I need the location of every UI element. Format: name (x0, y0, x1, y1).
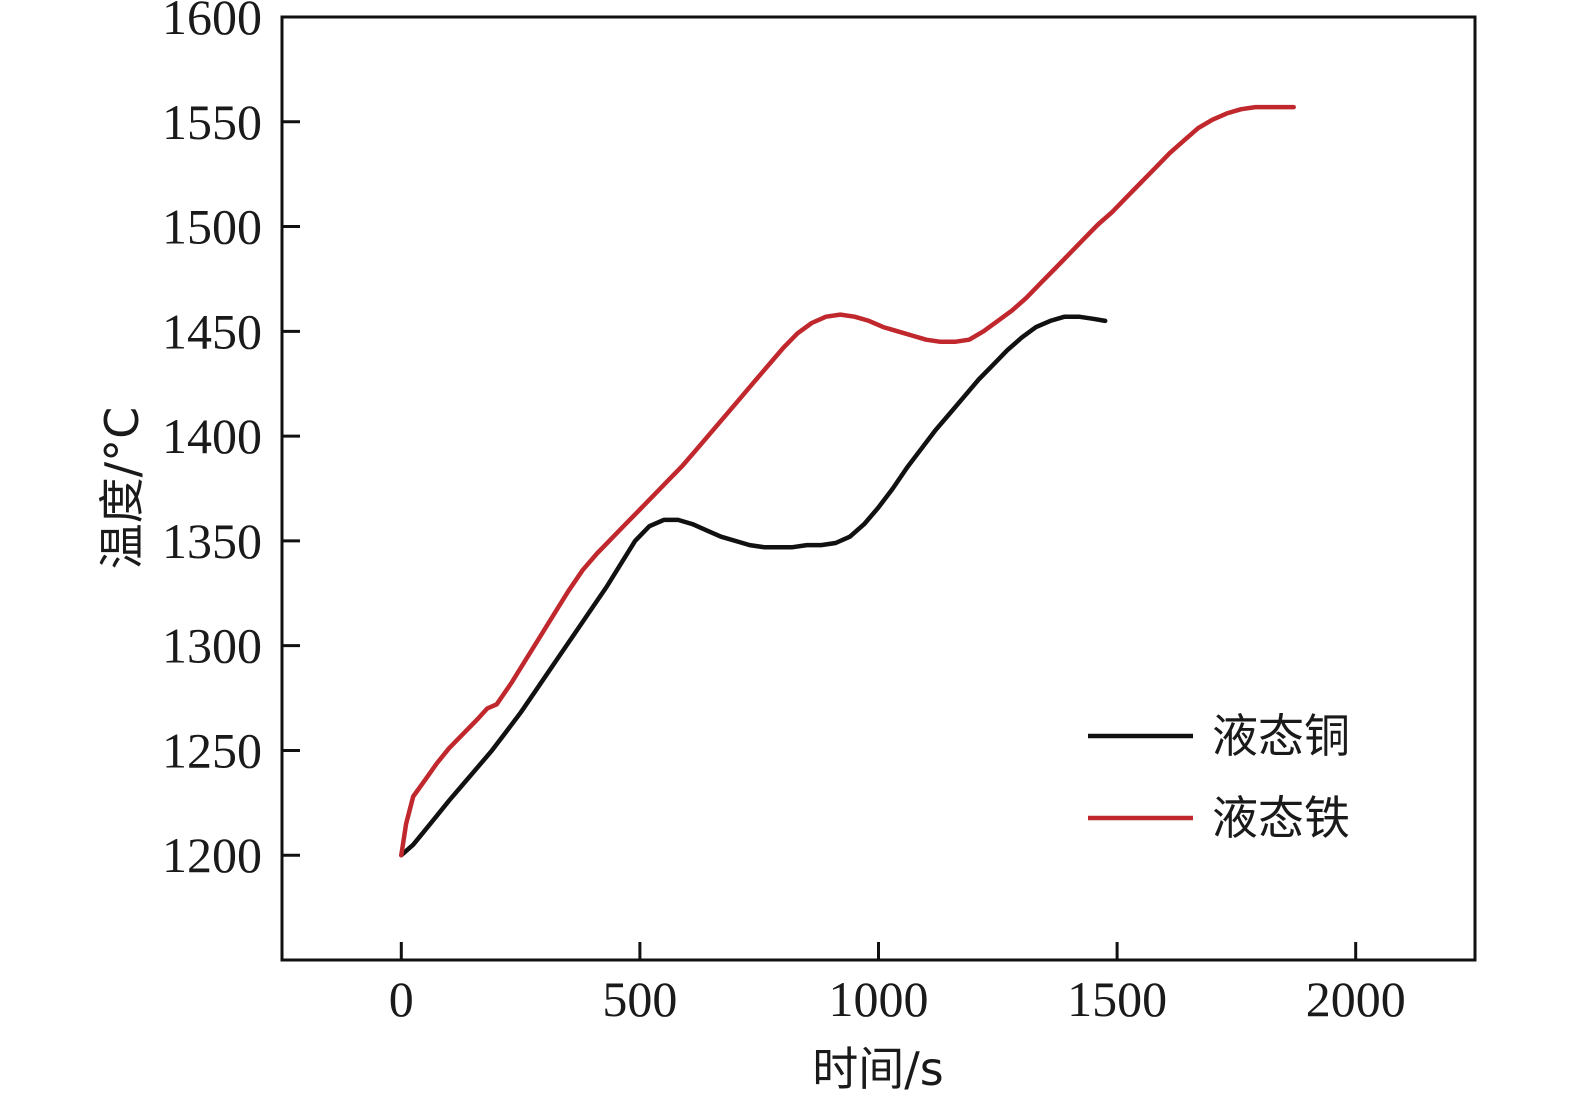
legend-label-2: 液态铁 (1212, 791, 1350, 845)
y-tick-label: 1450 (162, 303, 262, 359)
y-axis-title: 温度/°C (95, 407, 149, 570)
y-tick-label: 1500 (162, 199, 262, 255)
legend-label-1: 液态铜 (1212, 709, 1350, 763)
y-tick-label: 1400 (162, 408, 262, 464)
y-tick-label: 1550 (162, 94, 262, 150)
x-tick-label: 0 (389, 971, 414, 1027)
x-tick-label: 1000 (829, 971, 929, 1027)
series-line-2 (399, 104, 1296, 858)
x-tick-label: 1500 (1067, 971, 1167, 1027)
y-tick-label: 1600 (162, 0, 262, 45)
y-tick-label: 1350 (162, 513, 262, 569)
x-tick-label: 500 (602, 971, 677, 1027)
y-tick-label: 1300 (162, 618, 262, 674)
x-axis-title: 时间/s (812, 1042, 943, 1096)
y-tick-label: 1250 (162, 722, 262, 778)
series-lines (399, 104, 1296, 858)
y-tick-label: 1200 (162, 827, 262, 883)
x-tick-label: 2000 (1306, 971, 1406, 1027)
axis-ticks: 0 500 1000 1500 2000 1200 1250 1300 1350 1400 1450… (162, 0, 1406, 1027)
series-line-1 (399, 314, 1108, 858)
